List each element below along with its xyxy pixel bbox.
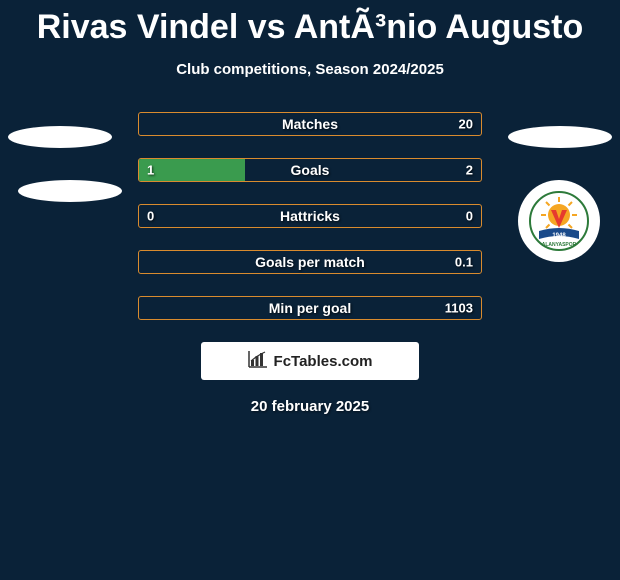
stat-value-right: 2 xyxy=(466,163,473,178)
stat-value-right: 0.1 xyxy=(455,255,473,270)
stat-label: Hattricks xyxy=(139,208,481,224)
stat-label: Goals per match xyxy=(139,254,481,270)
comparison-title: Rivas Vindel vs AntÃ³nio Augusto xyxy=(0,0,620,47)
stat-row: Goals per match0.1 xyxy=(138,250,482,274)
stat-row: 1Goals2 xyxy=(138,158,482,182)
stat-label: Matches xyxy=(139,116,481,132)
comparison-subtitle: Club competitions, Season 2024/2025 xyxy=(0,61,620,78)
bar-chart-icon xyxy=(248,350,268,373)
stat-value-right: 0 xyxy=(466,209,473,224)
stat-label: Min per goal xyxy=(139,300,481,316)
stat-row: Min per goal1103 xyxy=(138,296,482,320)
snapshot-date: 20 february 2025 xyxy=(0,398,620,415)
stat-row: Matches20 xyxy=(138,112,482,136)
stat-label: Goals xyxy=(139,162,481,178)
fctables-label: FcTables.com xyxy=(274,353,373,370)
stat-value-right: 20 xyxy=(459,117,473,132)
fctables-branding[interactable]: FcTables.com xyxy=(201,342,419,380)
stat-value-right: 1103 xyxy=(445,301,473,316)
stat-row: 0Hattricks0 xyxy=(138,204,482,228)
stats-container: Matches201Goals20Hattricks0Goals per mat… xyxy=(0,112,620,320)
